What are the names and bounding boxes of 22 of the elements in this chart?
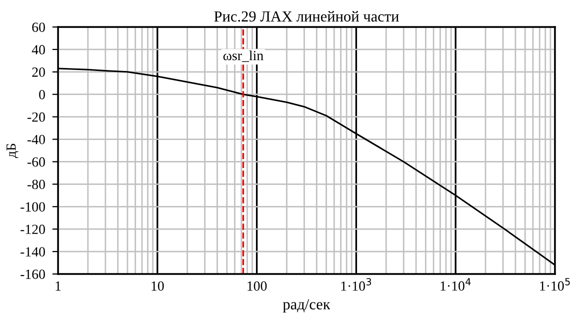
x-tick-label: 100 <box>248 281 267 291</box>
y-tick-label: 60 <box>32 22 45 32</box>
ref-line-label: ωsr_lin <box>223 50 264 62</box>
x-tick-label: 1·10$^{4}$ <box>440 278 471 291</box>
x-axis-title: рад/сек <box>282 299 330 313</box>
x-tick-label: 1 <box>56 281 61 291</box>
y-tick-label: -140 <box>20 247 45 256</box>
x-tick-label: 1·10$^{3}$ <box>341 278 372 291</box>
y-tick-label: -100 <box>20 202 45 212</box>
y-tick-label: 0 <box>39 90 45 100</box>
y-tick-label: -160 <box>20 270 45 279</box>
y-tick-label: -40 <box>28 134 45 144</box>
y-tick-label: -120 <box>20 224 45 234</box>
x-tick-label: 1·10$^{5}$ <box>540 278 570 291</box>
x-tick-label: 10 <box>152 281 164 291</box>
y-tick-label: -80 <box>28 180 45 190</box>
y-tick-label: 40 <box>32 45 45 54</box>
y-tick-label: 20 <box>32 67 45 77</box>
chart-title: Рис.29 ЛАХ линейной части <box>214 10 399 22</box>
y-tick-label: -20 <box>28 112 45 122</box>
y-tick-label: -60 <box>28 157 45 167</box>
y-axis-title: дБ <box>6 144 18 158</box>
